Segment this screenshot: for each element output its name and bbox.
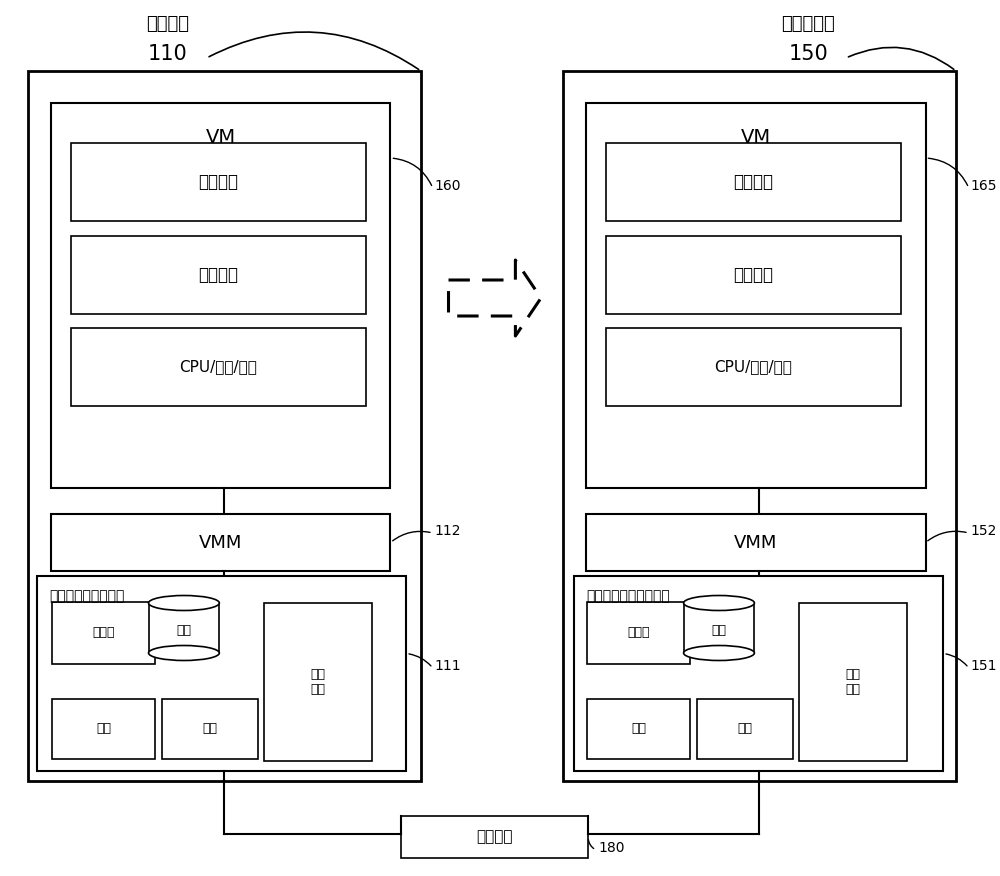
Text: 磁盘: 磁盘	[711, 624, 726, 637]
Text: 180: 180	[598, 841, 625, 855]
Bar	[71, 236, 366, 314]
Text: VMM: VMM	[199, 533, 243, 552]
Text: 磁盘: 磁盘	[176, 624, 191, 637]
Bar	[586, 103, 926, 488]
Ellipse shape	[149, 646, 219, 661]
Text: CPU/内存/设备: CPU/内存/设备	[714, 359, 792, 375]
Text: 111: 111	[435, 659, 461, 673]
Bar	[586, 514, 926, 571]
Text: 112: 112	[435, 524, 461, 538]
Ellipse shape	[684, 646, 754, 661]
Text: 处理器: 处理器	[628, 626, 650, 639]
Text: 网卡: 网卡	[738, 723, 753, 736]
Bar	[587, 699, 690, 759]
Bar	[401, 816, 588, 858]
Text: 151: 151	[971, 659, 997, 673]
Bar	[52, 602, 155, 664]
Text: 操作系统: 操作系统	[733, 266, 773, 284]
Bar	[606, 236, 901, 314]
Bar	[28, 71, 421, 781]
Text: VM: VM	[741, 129, 771, 147]
Bar	[606, 143, 901, 221]
Text: 应用程序: 应用程序	[733, 173, 773, 191]
Text: 150: 150	[789, 44, 828, 64]
Text: 内存: 内存	[96, 723, 111, 736]
Bar	[563, 71, 956, 781]
Bar	[697, 699, 793, 759]
Text: 其他
设备: 其他 设备	[845, 668, 860, 696]
Bar	[587, 602, 690, 664]
Ellipse shape	[149, 596, 219, 611]
Text: VMM: VMM	[734, 533, 778, 552]
Text: 165: 165	[971, 179, 997, 193]
Bar	[71, 328, 366, 406]
Bar	[574, 576, 943, 771]
Text: 应用程序: 应用程序	[198, 173, 238, 191]
Text: CPU/内存/设备: CPU/内存/设备	[179, 359, 257, 375]
Text: 其他
设备: 其他 设备	[310, 668, 325, 696]
Text: 152: 152	[971, 524, 997, 538]
Bar	[52, 699, 155, 759]
Text: 目的服务器: 目的服务器	[782, 15, 835, 33]
Bar	[799, 603, 907, 761]
Text: 操作系统: 操作系统	[198, 266, 238, 284]
Text: 源服务器: 源服务器	[146, 15, 189, 33]
Bar	[37, 576, 406, 771]
Bar	[264, 603, 372, 761]
Bar	[51, 514, 390, 571]
Text: VM: VM	[206, 129, 236, 147]
Bar	[606, 328, 901, 406]
Text: 160: 160	[435, 179, 461, 193]
Bar	[71, 143, 366, 221]
Text: 目的服务器的物理设备: 目的服务器的物理设备	[586, 589, 670, 603]
Bar	[51, 103, 390, 488]
Text: 110: 110	[147, 44, 187, 64]
Text: 处理器: 处理器	[93, 626, 115, 639]
Text: 互联网络: 互联网络	[476, 830, 513, 844]
Text: 网卡: 网卡	[202, 723, 217, 736]
Bar	[162, 699, 258, 759]
Bar	[149, 603, 219, 653]
Text: 内存: 内存	[631, 723, 646, 736]
Bar	[684, 603, 754, 653]
Ellipse shape	[684, 596, 754, 611]
Text: 源服务器的物理设备: 源服务器的物理设备	[49, 589, 125, 603]
